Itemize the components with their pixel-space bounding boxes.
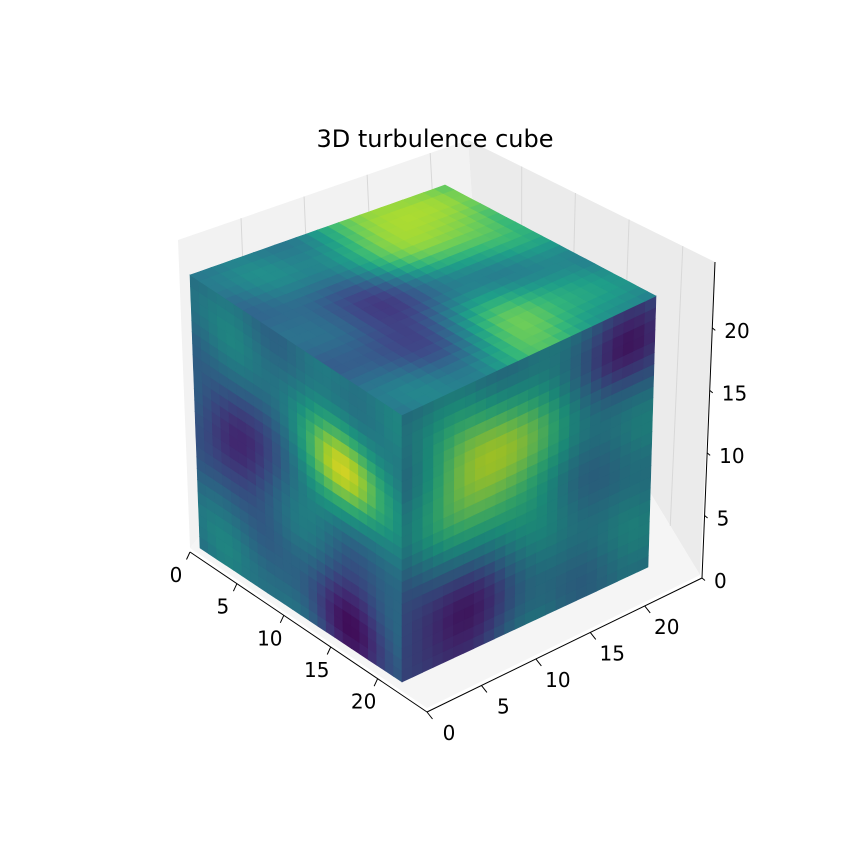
z-tick-label: 20 <box>724 319 749 343</box>
y-tick-mark <box>426 711 433 720</box>
y-tick-label: 10 <box>545 668 570 692</box>
chart-title: 3D turbulence cube <box>317 125 554 153</box>
voxel-cell <box>433 184 455 194</box>
x-tick-mark <box>279 615 285 624</box>
x-tick-label: 10 <box>257 626 282 650</box>
y-axis-line <box>426 577 703 713</box>
gridline <box>669 246 684 526</box>
y-tick-label: 5 <box>497 694 510 718</box>
voxel-cube <box>189 184 657 683</box>
z-tick-mark <box>706 452 711 456</box>
z-tick-mark <box>711 327 716 331</box>
z-tick-mark <box>704 515 708 519</box>
y-tick-mark <box>589 632 597 640</box>
x-tick-label: 20 <box>351 690 376 714</box>
x-tick-mark <box>186 551 191 560</box>
x-tick-mark <box>373 678 379 687</box>
z-tick-mark <box>701 577 706 581</box>
y-tick-mark <box>481 685 488 693</box>
y-tick-label: 15 <box>600 641 625 665</box>
y-tick-mark <box>644 605 651 614</box>
y-tick-mark <box>535 658 542 667</box>
y-tick-label: 20 <box>654 615 679 639</box>
z-tick-label: 10 <box>719 444 744 468</box>
x-axis-line <box>189 551 428 713</box>
x-tick-label: 5 <box>217 595 230 619</box>
axis-lines <box>186 261 716 720</box>
x-tick-label: 0 <box>170 563 183 587</box>
x-tick-label: 15 <box>304 658 329 682</box>
z-tick-label: 5 <box>717 506 730 530</box>
y-tick-label: 0 <box>443 721 456 745</box>
z-tick-mark <box>709 389 714 394</box>
tick-labels: 0 5 10 15 20 0 5 10 15 20 0 5 10 15 20 <box>170 319 750 745</box>
z-tick-label: 15 <box>722 381 747 405</box>
x-tick-mark <box>326 646 332 655</box>
z-axis-line <box>701 261 716 579</box>
x-tick-mark <box>232 583 238 592</box>
z-tick-label: 0 <box>714 569 727 593</box>
